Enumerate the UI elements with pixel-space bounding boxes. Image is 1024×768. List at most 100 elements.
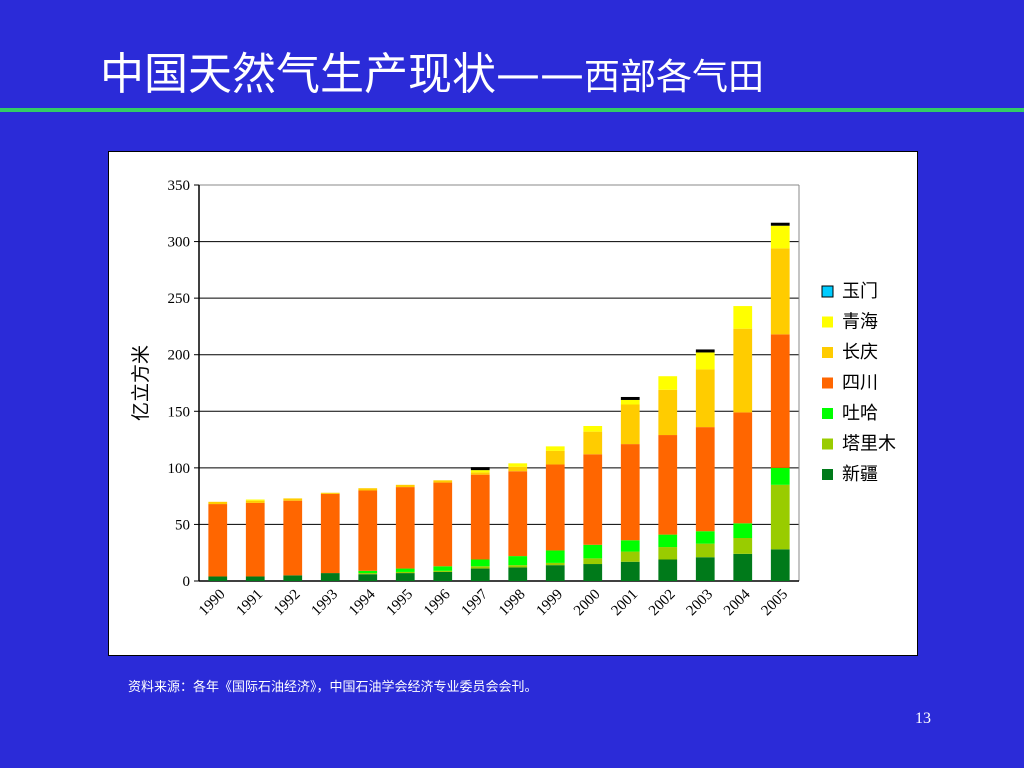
bar-segment-长庆-2004 bbox=[733, 328, 753, 413]
bar-segment-四川-2002 bbox=[658, 435, 678, 535]
bar-segment-长庆-2002 bbox=[658, 389, 678, 436]
bar-segment-青海-2001 bbox=[620, 399, 640, 405]
bar-segment-青海-2002 bbox=[658, 376, 678, 390]
legend-swatch-长庆 bbox=[822, 347, 833, 358]
x-tick-label: 1998 bbox=[496, 587, 529, 620]
slide-title-sub: 西部各气田 bbox=[584, 57, 765, 98]
bar-segment-塔里木-2000 bbox=[583, 558, 603, 565]
bar-segment-长庆-1992 bbox=[283, 498, 303, 501]
y-tick-label: 350 bbox=[168, 178, 191, 194]
bar-segment-塔里木-2001 bbox=[620, 551, 640, 562]
x-tick-label: 1999 bbox=[534, 587, 567, 620]
bar-segment-长庆-1997 bbox=[470, 472, 490, 475]
y-tick-label: 0 bbox=[183, 574, 191, 590]
bar-segment-新疆-2002 bbox=[658, 559, 678, 581]
legend-label: 长庆 bbox=[842, 342, 878, 363]
bar-segment-四川-1995 bbox=[395, 487, 415, 569]
bar-segment-新疆-2000 bbox=[583, 564, 603, 581]
legend-swatch-新疆 bbox=[822, 469, 833, 480]
bar-segment-青海-2004 bbox=[733, 306, 753, 329]
bar-segment-吐哈-2001 bbox=[620, 540, 640, 552]
bar-segment-塔里木-2004 bbox=[733, 538, 753, 554]
bar-segment-塔里木-1994 bbox=[358, 573, 378, 575]
x-tick-label: 1991 bbox=[234, 587, 267, 620]
legend-label: 青海 bbox=[842, 312, 878, 333]
bar-segment-四川-1997 bbox=[470, 474, 490, 560]
bar-segment-塔里木-2005 bbox=[770, 484, 790, 550]
legend-swatch-吐哈 bbox=[822, 408, 833, 419]
source-note: 资料来源：各年《国际石油经济》，中国石油学会经济专业委员会会刊。 bbox=[128, 680, 538, 695]
bar-segment-新疆-1998 bbox=[508, 567, 528, 581]
bar-segment-塔里木-1997 bbox=[470, 566, 490, 569]
bar-segment-长庆-1991 bbox=[245, 500, 265, 503]
bar-segment-新疆-2001 bbox=[620, 561, 640, 581]
bar-segment-长庆-2001 bbox=[620, 404, 640, 445]
bar-segment-新疆-1999 bbox=[545, 565, 565, 581]
bar-segment-新疆-2003 bbox=[695, 557, 715, 581]
bar-segment-长庆-1993 bbox=[320, 492, 340, 494]
legend-label: 玉门 bbox=[842, 281, 878, 302]
bar-top-marker-1997 bbox=[470, 467, 490, 471]
bar-segment-青海-1997 bbox=[470, 470, 490, 473]
bar-segment-吐哈-2003 bbox=[695, 531, 715, 544]
bar-segment-塔里木-1996 bbox=[433, 570, 453, 572]
y-tick-label: 50 bbox=[175, 517, 190, 533]
x-tick-label: 2003 bbox=[684, 587, 717, 620]
legend-label: 塔里木 bbox=[842, 434, 896, 455]
bar-segment-吐哈-2000 bbox=[583, 544, 603, 559]
x-tick-label: 2004 bbox=[721, 586, 754, 619]
y-tick-label: 100 bbox=[168, 461, 191, 477]
bar-segment-四川-2004 bbox=[733, 412, 753, 524]
bar-top-marker-2001 bbox=[620, 396, 640, 400]
bar-segment-四川-2001 bbox=[620, 444, 640, 541]
legend-swatch-塔里木 bbox=[822, 438, 833, 450]
x-tick-label: 2001 bbox=[609, 587, 642, 620]
bar-segment-吐哈-1994 bbox=[358, 570, 378, 574]
x-tick-label: 2002 bbox=[646, 587, 679, 620]
bar-segment-吐哈-1999 bbox=[545, 550, 565, 563]
bar-segment-吐哈-1996 bbox=[433, 566, 453, 571]
bar-segment-新疆-1995 bbox=[395, 573, 415, 581]
bar-segment-青海-1999 bbox=[545, 446, 565, 451]
bar-segment-长庆-1996 bbox=[433, 480, 453, 483]
bar-segment-长庆-1998 bbox=[508, 466, 528, 472]
x-tick-label: 1996 bbox=[421, 586, 454, 619]
bar-segment-青海-1998 bbox=[508, 463, 528, 467]
bar-segment-新疆-2004 bbox=[733, 553, 753, 581]
bar-segment-长庆-2000 bbox=[583, 431, 603, 455]
bar-segment-新疆-1990 bbox=[208, 576, 228, 581]
x-tick-label: 1990 bbox=[196, 587, 229, 620]
bar-segment-四川-1991 bbox=[245, 502, 265, 577]
bar-segment-四川-2000 bbox=[583, 454, 603, 545]
page-number: 13 bbox=[915, 710, 931, 727]
bar-segment-吐哈-2005 bbox=[770, 467, 790, 485]
bar-segment-新疆-1996 bbox=[433, 571, 453, 581]
legend-label: 四川 bbox=[842, 373, 878, 394]
bar-segment-四川-1992 bbox=[283, 500, 303, 576]
x-tick-label: 1992 bbox=[271, 587, 304, 620]
bar-top-marker-2005 bbox=[770, 222, 790, 226]
x-tick-label: 2000 bbox=[571, 587, 604, 620]
bar-segment-四川-1998 bbox=[508, 471, 528, 557]
y-tick-label: 250 bbox=[168, 291, 191, 307]
y-tick-label: 200 bbox=[168, 348, 191, 364]
bar-segment-四川-1990 bbox=[208, 504, 228, 577]
bar-segment-吐哈-1997 bbox=[470, 559, 490, 567]
bar-segment-新疆-1993 bbox=[320, 573, 340, 581]
legend-label: 吐哈 bbox=[842, 403, 878, 424]
bar-segment-四川-2005 bbox=[770, 334, 790, 468]
bar-segment-新疆-1994 bbox=[358, 574, 378, 581]
bar-segment-新疆-1992 bbox=[283, 575, 303, 581]
bar-top-marker-2003 bbox=[695, 349, 715, 353]
legend-label: 新疆 bbox=[842, 464, 878, 485]
bar-segment-四川-1999 bbox=[545, 464, 565, 551]
slide-title-main: 中国天然气生产现状—— bbox=[100, 49, 584, 100]
legend-swatch-青海 bbox=[822, 316, 833, 328]
bar-segment-吐哈-1995 bbox=[395, 568, 415, 572]
bar-segment-长庆-1999 bbox=[545, 450, 565, 465]
bar-segment-四川-1996 bbox=[433, 482, 453, 567]
bar-segment-长庆-1995 bbox=[395, 484, 415, 488]
bar-segment-吐哈-2002 bbox=[658, 534, 678, 548]
bar-segment-四川-2003 bbox=[695, 427, 715, 532]
bar-segment-青海-1991 bbox=[245, 499, 265, 501]
